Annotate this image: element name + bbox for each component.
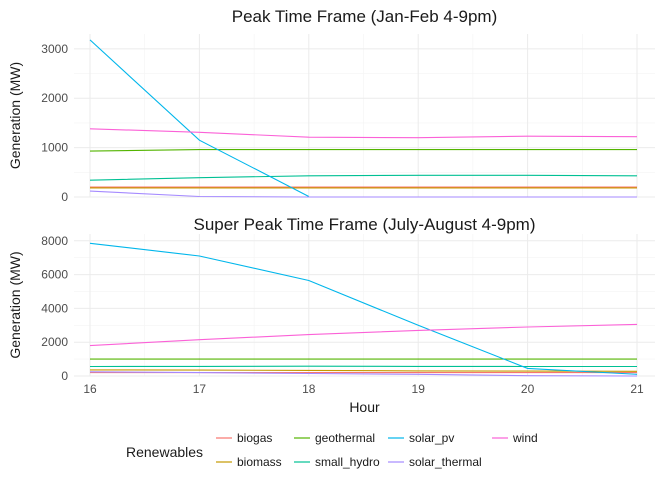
x-tick-label: 16 (83, 382, 97, 396)
legend-label: solar_thermal (409, 455, 482, 469)
x-tick-label: 20 (521, 382, 535, 396)
legend-label: small_hydro (315, 455, 380, 469)
y-tick-label: 0 (61, 369, 68, 383)
x-tick-label: 17 (193, 382, 207, 396)
y-tick-label: 6000 (41, 268, 68, 282)
legend-label: wind (512, 431, 538, 445)
legend-title: Renewables (126, 444, 203, 460)
panel-title: Peak Time Frame (Jan-Feb 4-9pm) (232, 7, 497, 26)
x-tick-label: 18 (302, 382, 316, 396)
y-tick-label: 2000 (41, 335, 68, 349)
panel-super-peak: 0 2000 4000 6000 8000 16 17 18 19 20 21 Super Peak … (7, 215, 655, 415)
series-line-wind (89, 128, 638, 139)
legend: Renewables biogas biomass geothermal small_h… (126, 431, 538, 469)
series-line-solar-pv (89, 242, 638, 375)
x-tick-label: 19 (412, 382, 426, 396)
series-line-biomass (89, 369, 638, 372)
series-line-wind (89, 323, 638, 347)
y-axis-label: Generation (MW) (7, 251, 23, 358)
y-axis-label: Generation (MW) (7, 62, 23, 169)
y-tick-label: 8000 (41, 234, 68, 248)
series-line-solar-thermal (89, 190, 637, 198)
series-line-small-hydro (89, 174, 638, 181)
legend-label: solar_pv (409, 431, 454, 445)
x-axis-label: Hour (349, 399, 380, 415)
legend-label: biogas (237, 431, 272, 445)
legend-label: geothermal (315, 431, 375, 445)
series-line-solar-thermal (89, 371, 638, 377)
series-line-solar-pv (89, 39, 310, 197)
y-tick-label: 3000 (41, 42, 68, 56)
panel-title: Super Peak Time Frame (July-August 4-9pm… (193, 215, 535, 234)
legend-label: biomass (237, 455, 282, 469)
series-line-geothermal (89, 149, 637, 152)
panel-peak: 0 1000 2000 3000 Peak Time Frame (Jan-Feb 4-… (7, 7, 655, 204)
x-tick-label: 21 (630, 382, 644, 396)
y-tick-label: 4000 (41, 301, 68, 315)
y-tick-label: 0 (61, 190, 68, 204)
y-tick-label: 2000 (41, 91, 68, 105)
y-tick-label: 1000 (41, 141, 68, 155)
